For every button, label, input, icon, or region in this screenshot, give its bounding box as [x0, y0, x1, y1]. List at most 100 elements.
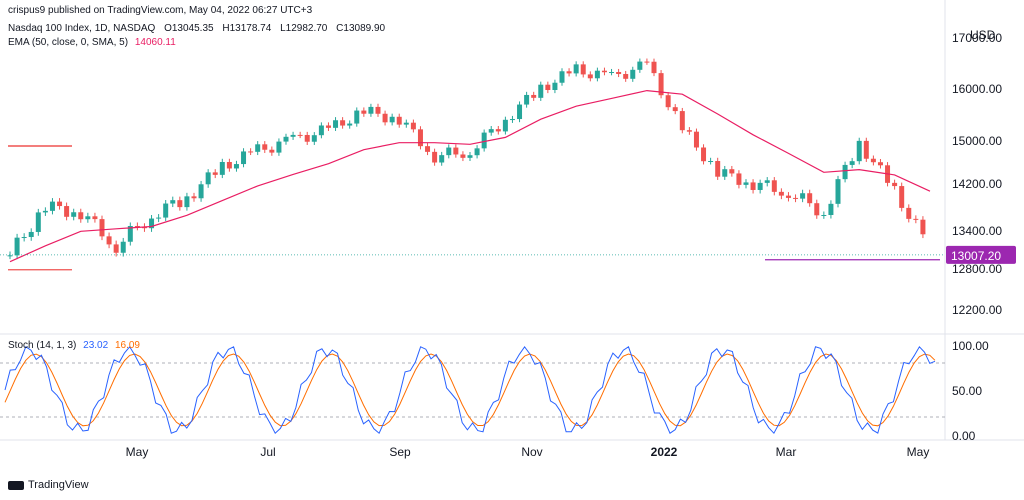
price-axis-label: 12800.00 [952, 262, 1002, 276]
candle-body [757, 182, 763, 190]
candle-body [920, 219, 926, 235]
price-axis-label: 16000.00 [952, 82, 1002, 96]
candle-body [828, 203, 834, 215]
tradingview-logo[interactable]: TradingView [8, 479, 89, 491]
stoch-d-value: 16.09 [114, 340, 140, 351]
candle-body [241, 151, 247, 165]
candle-body [347, 123, 353, 126]
stoch-axis-label: 50.00 [952, 384, 982, 398]
candle-body [184, 196, 190, 208]
candle-body [771, 180, 777, 192]
ema-label: EMA (50, close, 0, SMA, 5) [8, 37, 129, 48]
candle-body [460, 154, 466, 158]
candle-body [545, 84, 551, 91]
candle-body [212, 172, 218, 175]
candle-body [410, 122, 416, 130]
candle-body [163, 203, 169, 218]
stoch-axis-label: 100.00 [952, 339, 989, 353]
publish-info: crispus9 published on TradingView.com, M… [8, 5, 313, 16]
candle-body [453, 147, 459, 155]
candle-body [665, 95, 671, 108]
price-axis-label: 15000.00 [952, 134, 1002, 148]
candle-body [297, 134, 303, 136]
candle-body [403, 122, 409, 125]
candle-body [573, 64, 579, 74]
candle-body [623, 74, 629, 79]
candle-body [842, 164, 848, 180]
candle-body [113, 244, 119, 253]
ema-legend[interactable]: EMA (50, close, 0, SMA, 5) 14060.11 [8, 37, 176, 48]
candle-body [679, 111, 685, 131]
candle-body [276, 141, 282, 153]
candle-body [14, 237, 20, 256]
candle-body [382, 113, 388, 123]
candle-body [892, 182, 898, 187]
candle-body [807, 193, 813, 204]
candle-body [92, 216, 98, 220]
candle-body [304, 134, 310, 142]
candle-body [481, 132, 487, 149]
candle-body [64, 206, 70, 217]
candle-body [78, 212, 84, 220]
candle-body [672, 107, 678, 112]
candle-body [531, 94, 537, 98]
candle-body [474, 148, 480, 156]
candle-body [743, 182, 749, 185]
candle-body [701, 147, 707, 162]
candle-body [325, 125, 331, 128]
candle-body [552, 82, 558, 91]
stoch-label: Stoch (14, 1, 3) [8, 340, 77, 351]
candle-body [311, 135, 317, 142]
candle-body [708, 161, 714, 163]
candle-body [906, 207, 912, 219]
candle-body [559, 71, 565, 83]
candle-body [85, 216, 91, 220]
candle-body [899, 186, 905, 208]
candle-body [149, 218, 155, 229]
time-axis-label: Nov [521, 445, 542, 459]
candle-body [290, 134, 296, 137]
candle-body [269, 149, 275, 153]
candle-body [715, 161, 721, 177]
candle-body [750, 182, 756, 190]
ema-line [9, 89, 931, 263]
candle-body [120, 241, 126, 253]
candle-body [396, 116, 402, 125]
stoch-axis-label: 0.00 [952, 429, 976, 443]
candle-body [637, 61, 643, 70]
candle-body [580, 64, 586, 75]
candle-body [368, 106, 374, 114]
candle-body [722, 169, 728, 177]
candle-body [248, 151, 254, 153]
candle-body [814, 203, 820, 216]
candle-body [793, 197, 799, 199]
candle-body [198, 184, 204, 199]
candle-body [524, 94, 530, 105]
candle-body [340, 120, 346, 126]
candle-body [35, 212, 41, 232]
candle-body [509, 119, 515, 121]
time-axis-label: 2022 [651, 445, 678, 459]
candle-body [106, 236, 112, 245]
candle-body [191, 196, 197, 199]
candle-body [800, 193, 806, 199]
candle-body [785, 195, 791, 198]
candle-body [601, 70, 607, 73]
candle-body [566, 71, 572, 74]
candle-body [446, 147, 452, 156]
time-axis-label: May [126, 445, 149, 459]
price-axis-label: 12200.00 [952, 303, 1002, 317]
candle-body [616, 72, 622, 75]
candle-body [821, 214, 827, 216]
candle-body [432, 151, 438, 163]
candle-body [361, 110, 367, 114]
candle-body [255, 144, 261, 152]
stoch-d-line [4, 353, 936, 427]
low-value: L12982.70 [280, 23, 328, 34]
candle-body [651, 61, 657, 74]
candle-body [849, 161, 855, 165]
candle-body [389, 116, 395, 123]
stoch-legend[interactable]: Stoch (14, 1, 3) 23.02 16.09 [8, 340, 140, 351]
